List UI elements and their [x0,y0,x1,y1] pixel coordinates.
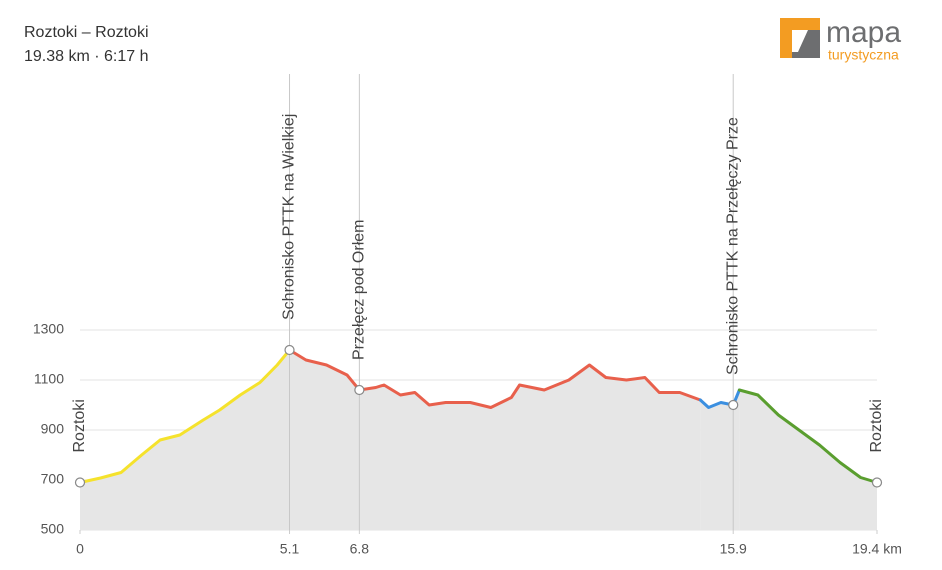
waypoint-marker [354,384,365,396]
y-tick-label: 1100 [34,371,64,387]
waypoint-label: Przełęcz pod Orłem [351,220,368,361]
waypoint-marker [728,399,739,411]
elevation-line [698,388,741,409]
waypoint-label: Schronisko PTTK na Przełęczy Prze [724,117,741,375]
waypoint-label: Roztoki [71,399,88,452]
logo-icon-accent [780,18,820,58]
elevation-area [289,350,701,530]
y-tick-label: 700 [41,471,65,487]
elevation-area [739,390,877,530]
y-tick-label: 1300 [33,321,64,337]
x-tick-label: 0 [76,541,84,557]
x-tick-label: 19.4 km [852,541,902,557]
waypoint-marker [871,477,883,488]
elevation-line [737,388,879,484]
waypoint-label: Schronisko PTTK na Wielkiej [281,114,298,320]
chart-title: Roztoki – Roztoki [24,24,149,41]
plot: 500 700 900 1100 1300 0 5.1 6.8 15.9 19.4 km Rozto… [33,74,902,557]
elevation-line [78,348,292,484]
logo-name: mapa [826,16,901,49]
elevation-area [80,350,290,530]
y-tick-label: 900 [41,421,65,437]
x-tick-label: 15.9 [720,541,747,557]
elevation-area [700,390,740,530]
waypoint-label: Roztoki [868,399,885,452]
chart-subtitle: 19.38 km · 6:17 h [24,48,149,65]
waypoint-marker [284,344,295,356]
logo: mapa turystyczna [780,16,901,63]
waypoint-marker [74,477,86,488]
logo-tagline: turystyczna [828,47,899,63]
logo-icon-cut [792,30,808,52]
y-tick-label: 500 [41,521,65,537]
x-tick-label: 5.1 [280,541,300,557]
x-tick-label: 6.8 [350,541,370,557]
